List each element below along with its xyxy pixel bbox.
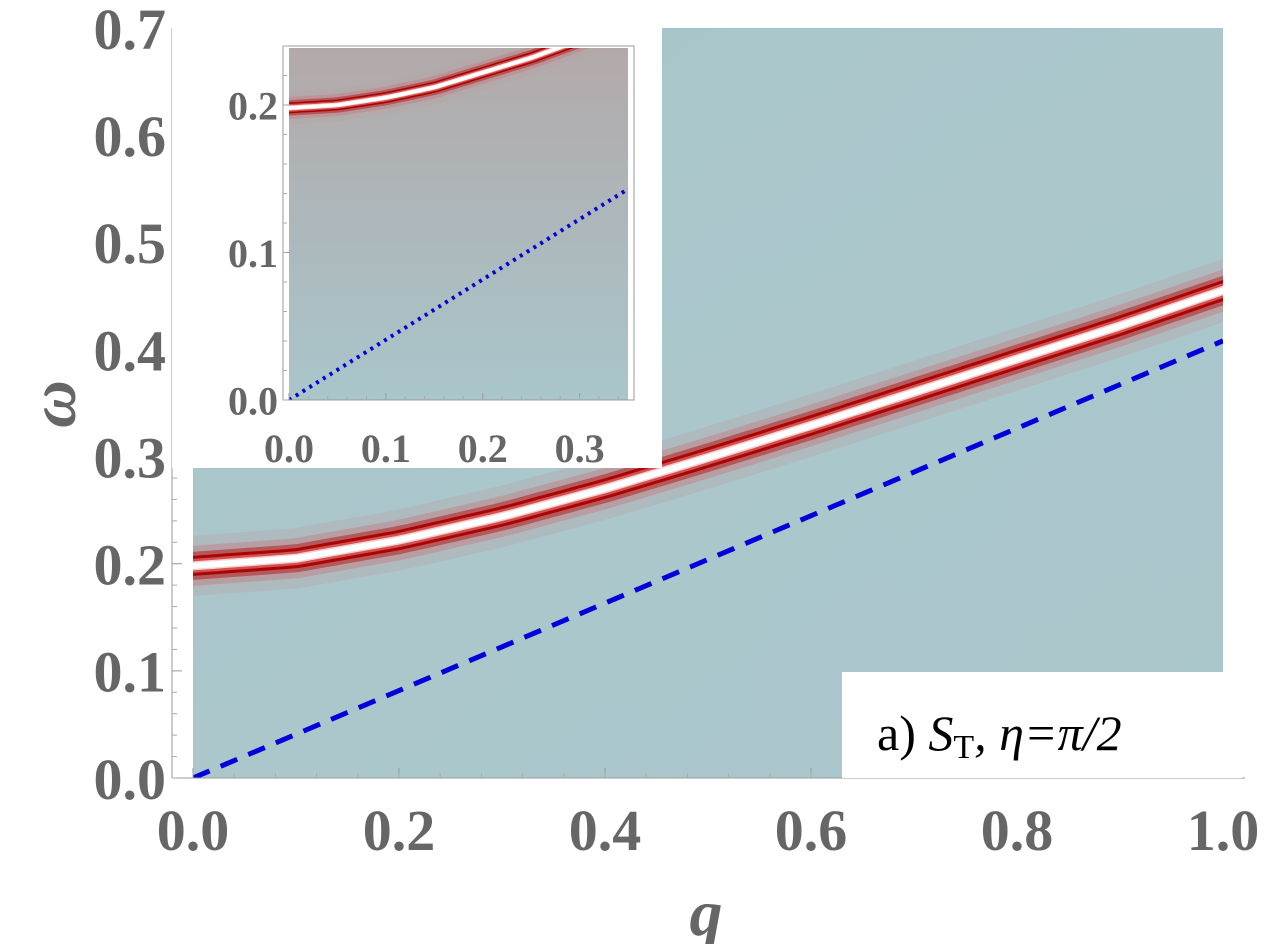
main-y-tick-label: 0.5 [94,211,167,276]
main-ridge-layer-6 [193,287,1223,569]
inset-x-tick-label: 0.2 [458,426,508,471]
main-y-tick-label: 0.3 [94,425,167,490]
main-tick-labels: 0.0 0.2 0.4 0.6 0.8 1.0 0.0 0.1 0.2 0.3 0.4 0.5 0.6 0… [94,0,1260,863]
main-plot: 0.0 0.2 0.4 0.6 0.8 1.0 0.0 0.1 0.2 0.3 0.4 0.5 0.6 0… [94,0,1260,863]
inset-x-tick-label: 0.1 [361,426,411,471]
x-axis-title: q [690,877,723,944]
main-y-tick-label: 0.1 [94,640,167,705]
panel-label-symbol: S [928,705,953,761]
main-x-tick-label: 0.8 [981,798,1054,863]
main-peak-ridge [193,258,1223,596]
inset-tick-labels: 0.0 0.1 0.2 0.3 0.0 0.1 0.2 [228,83,605,471]
main-y-tick-label: 0.6 [94,104,167,169]
inset-peak-ridge [289,48,605,125]
panel-label-box [842,672,1242,778]
inset-x-tick-label: 0.3 [555,426,605,471]
inset-x-tick-label: 0.0 [264,426,314,471]
main-y-tick-label: 0.4 [94,318,167,383]
panel-label-suffix: , η=π/2 [974,705,1122,761]
inset-ridge-layer-6 [289,48,563,110]
inset-dotted-line [289,187,628,400]
inset-y-tick-label: 0.1 [228,231,278,276]
inset-ticks [283,45,619,401]
main-x-tick-label: 0.4 [569,798,642,863]
main-x-tick-label: 0.2 [363,798,436,863]
panel-label-prefix: a) [877,705,928,761]
panel-label: a) ST, η=π/2 [877,705,1122,766]
main-x-tick-label: 0.0 [157,798,230,863]
main-x-tick-label: 1.0 [1187,798,1260,863]
inset-plot: 0.0 0.1 0.2 0.3 0.0 0.1 0.2 [228,45,635,471]
inset-lines [289,187,628,400]
panel-label-subscript: T [953,729,974,766]
main-lines [193,338,1223,778]
inset-y-tick-label: 0.2 [228,83,278,128]
y-axis-title: ω [17,380,90,428]
main-y-tick-label: 0.2 [94,533,167,598]
main-x-tick-label: 0.6 [775,798,848,863]
inset-y-tick-label: 0.0 [228,378,278,423]
main-y-tick-label: 0.7 [94,0,167,62]
main-dashed-line [193,338,1223,778]
main-y-tick-label: 0.0 [94,747,167,812]
